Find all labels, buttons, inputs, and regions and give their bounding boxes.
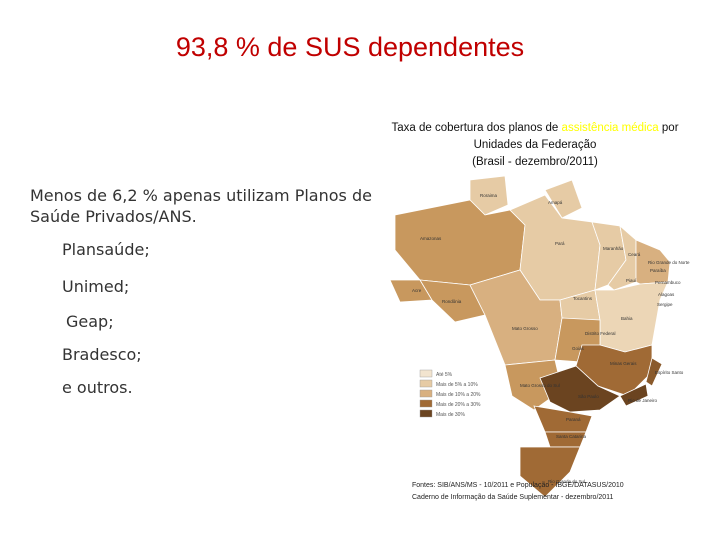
intro-text: Menos de 6,2 % apenas utilizam Planos de… <box>30 186 372 226</box>
state-label: Alagoas <box>658 292 675 297</box>
state-label: Espírito Santo <box>655 370 684 375</box>
state-label: Maranhão <box>603 246 624 251</box>
highlight: assistência médica <box>561 122 659 134</box>
state <box>539 365 621 413</box>
state <box>394 199 526 286</box>
legend-swatch <box>419 379 433 388</box>
state-label: Mato Grosso <box>512 326 538 331</box>
map-title: Taxa de cobertura dos planos de assistên… <box>360 120 710 171</box>
state-label: Sergipe <box>657 302 673 307</box>
state-label: Tocantins <box>573 296 593 301</box>
legend-label: Mais de 20% a 30% <box>436 402 481 408</box>
list-item: Plansaúde; <box>62 240 150 259</box>
state-label: São Paulo <box>578 394 599 399</box>
state <box>419 279 486 323</box>
state-label: Goiás <box>572 346 585 351</box>
legend-swatch <box>419 409 433 418</box>
legend-swatch <box>419 369 433 378</box>
legend-label: Mais de 30% <box>436 412 465 418</box>
state-label: Acre <box>412 288 422 293</box>
state-label: Roraima <box>480 193 498 198</box>
state <box>469 175 509 216</box>
state-label: Mato Grosso do Sul <box>520 383 560 388</box>
map-title-line: Taxa de cobertura dos planos de assistên… <box>360 120 710 137</box>
state-label: Rondônia <box>442 299 462 304</box>
state-label: Distrito Federal <box>585 331 616 336</box>
map-title-line: Unidades da Federação <box>473 139 597 151</box>
state-label: Pará <box>555 241 565 246</box>
state-label: Rio Grande do Sul <box>548 479 585 484</box>
state-label: Paraíba <box>650 268 666 273</box>
source-note: Caderno de Informação da Saúde Suplement… <box>412 494 614 501</box>
state-label: Piauí <box>626 278 637 283</box>
map-title-line: (Brasil - dezembro/2011) <box>472 156 598 168</box>
slide-title: 93,8 % de SUS dependentes <box>175 32 525 62</box>
state-label: Rio Grande do Norte <box>648 260 690 265</box>
legend-label: Mais de 10% a 20% <box>436 392 481 398</box>
state-label: Rio de Janeiro <box>628 398 658 403</box>
text: por <box>661 122 679 134</box>
list-item: Geap; <box>66 312 114 331</box>
state <box>645 357 663 387</box>
text: Taxa de cobertura dos planos de <box>391 122 559 134</box>
state-label: Ceará <box>628 252 641 257</box>
state-label: Bahia <box>621 316 633 321</box>
state-label: Santa Catarina <box>556 434 587 439</box>
state <box>544 179 583 219</box>
state-label: Paraná <box>566 417 581 422</box>
state-label: Pernambuco <box>655 280 681 285</box>
source-note: Fontes: SIB/ANS/MS - 10/2011 e População… <box>412 482 624 489</box>
state <box>533 405 593 433</box>
state-label: Minas Gerais <box>610 361 637 366</box>
list-item: Unimed; <box>62 277 130 296</box>
state <box>519 446 581 498</box>
legend-label: Até 5% <box>436 372 453 378</box>
list-item: Bradesco; <box>62 345 142 364</box>
legend-swatch <box>419 389 433 398</box>
state <box>619 383 649 407</box>
legend-swatch <box>419 399 433 408</box>
map-shapes <box>389 175 671 498</box>
legend-label: Mais de 5% a 10% <box>436 382 478 388</box>
state-label: Amapá <box>548 200 563 205</box>
state-label: Amazonas <box>420 236 442 241</box>
list-item: e outros. <box>62 378 133 397</box>
